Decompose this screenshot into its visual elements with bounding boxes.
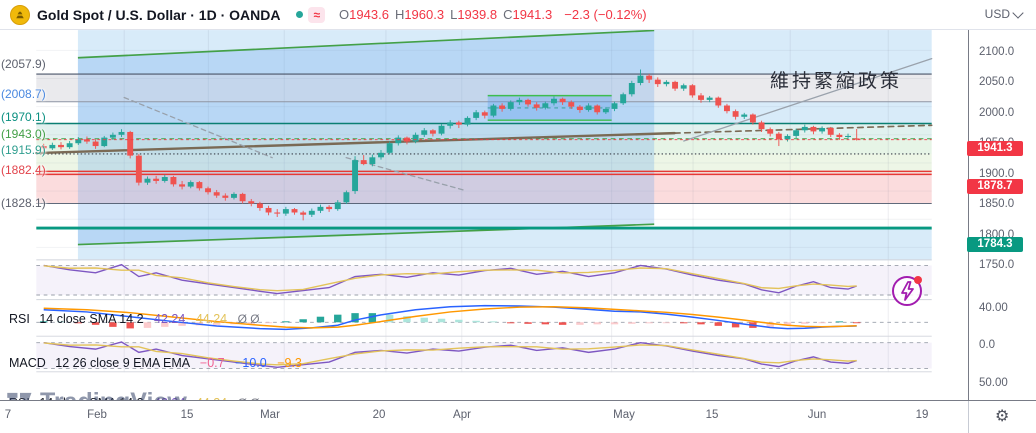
high-label: H bbox=[394, 7, 405, 22]
time-axis[interactable]: ⚙ 7 Feb 15 Mar 20 Apr May 15 Jun 19 bbox=[0, 400, 1036, 433]
price-tick-label: 2100.0 bbox=[979, 46, 1015, 58]
pivot-level-lines bbox=[36, 73, 932, 230]
open-value: 1943.6 bbox=[349, 7, 389, 22]
rsi-pane-1 bbox=[36, 263, 932, 296]
gold-symbol-icon bbox=[10, 4, 30, 25]
time-tick-label: Feb bbox=[87, 409, 107, 421]
price-tick-label: 1850.0 bbox=[979, 198, 1015, 211]
macd-pane bbox=[36, 304, 932, 331]
ohlc-values: O1943.6 H1960.3 L1939.8 C1941.3 −2.3 (−0… bbox=[339, 7, 647, 22]
macd-hist-value: −0.7 bbox=[199, 356, 225, 370]
rsi1-params: 14 close SMA 14 2 bbox=[39, 312, 144, 326]
price-chip: 1878.7 bbox=[967, 179, 1023, 195]
price-tick-label: 2000.0 bbox=[979, 106, 1015, 119]
chart-toolbar: Gold Spot / U.S. Dollar · 1D · OANDA ≈ O… bbox=[0, 0, 1036, 30]
text-annotation[interactable]: 維持緊縮政策 bbox=[770, 70, 903, 92]
indicator-tick-label: 40.00 bbox=[979, 302, 1008, 314]
time-tick-label: 15 bbox=[705, 409, 719, 421]
currency-label: USD bbox=[984, 7, 1010, 21]
macd-title: MACD bbox=[9, 356, 46, 370]
close-label: C bbox=[503, 7, 513, 22]
price-axis[interactable]: 2100.02050.02000.01950.01900.01850.01800… bbox=[967, 30, 1036, 400]
macd-legend[interactable]: MACD 12 26 close 9 EMA EMA −0.7 −10.0 −9… bbox=[9, 356, 302, 370]
time-tick-label: 15 bbox=[180, 409, 194, 421]
range-box bbox=[487, 94, 612, 121]
price-chip: 1784.3 bbox=[967, 236, 1023, 252]
close-value: 1941.3 bbox=[512, 7, 553, 22]
pivot-label: (2008.7) bbox=[1, 86, 46, 101]
time-tick-label: 20 bbox=[372, 409, 386, 421]
high-value: 1960.3 bbox=[404, 7, 445, 22]
time-tick-label: Mar bbox=[260, 409, 280, 421]
rsi-pane-2 bbox=[36, 341, 932, 370]
price-zones bbox=[36, 30, 932, 261]
rsi1-value: 42.24 bbox=[154, 312, 186, 326]
time-tick-label: 19 bbox=[915, 409, 929, 421]
delayed-data-badge[interactable]: ≈ bbox=[308, 6, 326, 23]
flash-actions-button[interactable] bbox=[892, 276, 922, 306]
market-status-dot-icon bbox=[296, 11, 304, 18]
pivot-label: (2057.9) bbox=[1, 56, 46, 71]
macd-line-value: −10.0 bbox=[235, 356, 267, 370]
time-tick-label: Apr bbox=[453, 409, 471, 421]
rsi1-sma-value: 44.24 bbox=[195, 312, 228, 326]
pivot-label: (1882.4) bbox=[1, 163, 46, 178]
change-value: −2.3 (−0.12%) bbox=[564, 7, 647, 22]
pivot-label: (1828.1) bbox=[1, 196, 46, 211]
lightning-bolt-icon bbox=[901, 281, 914, 301]
axis-settings-gear-icon[interactable]: ⚙ bbox=[995, 406, 1010, 425]
macd-params: 12 26 close 9 EMA EMA bbox=[55, 356, 190, 370]
time-tick-label: May bbox=[613, 409, 635, 421]
price-tick-label: 2050.0 bbox=[979, 76, 1015, 89]
currency-selector[interactable]: USD bbox=[984, 6, 1024, 21]
axis-corner-separator bbox=[968, 401, 969, 433]
price-tick-label: 1750.0 bbox=[979, 259, 1015, 271]
indicator-tick-label: 50.00 bbox=[979, 377, 1008, 389]
price-tick-label: 1900.0 bbox=[979, 167, 1015, 180]
chevron-down-icon bbox=[1012, 6, 1024, 19]
chart-canvas[interactable] bbox=[0, 30, 968, 400]
rsi1-legend[interactable]: RSI 14 close SMA 14 2 42.24 44.24 Ø Ø bbox=[9, 312, 260, 326]
time-tick-label: 7 bbox=[4, 409, 12, 421]
chart-canvas-area[interactable]: (2057.9) (2008.7) (1970.1) (1943.0) (1915.9)… bbox=[0, 30, 968, 416]
price-chip: 1941.3 bbox=[967, 141, 1023, 157]
notification-dot bbox=[914, 276, 922, 284]
pivot-label: (1915.9) bbox=[1, 143, 46, 158]
pivot-label: (1943.0) bbox=[1, 126, 46, 141]
indicator-tick-label: 0.0 bbox=[979, 339, 995, 351]
rsi1-hidden-markers-icon[interactable]: Ø Ø bbox=[237, 312, 260, 326]
pivot-label: (1970.1) bbox=[1, 110, 46, 125]
candles[interactable] bbox=[40, 69, 860, 221]
trend-channel bbox=[77, 30, 655, 246]
low-label: L bbox=[450, 7, 458, 22]
open-label: O bbox=[339, 7, 350, 22]
symbol-title[interactable]: Gold Spot / U.S. Dollar · 1D · OANDA bbox=[37, 6, 281, 23]
pane-separators bbox=[36, 259, 932, 373]
time-tick-label: Jun bbox=[807, 409, 827, 421]
rsi1-title: RSI bbox=[9, 312, 30, 326]
low-value: 1939.8 bbox=[457, 7, 498, 22]
macd-signal-value: −9.3 bbox=[277, 356, 302, 370]
